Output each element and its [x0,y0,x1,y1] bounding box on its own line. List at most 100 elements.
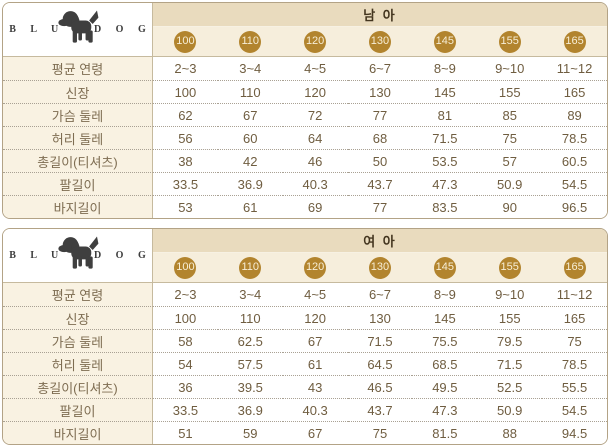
value-cell: 110 [217,306,283,329]
value-cell: 36.9 [217,172,283,195]
value-cell: 68.5 [412,352,478,375]
row-label-cell: 팔길이 [3,172,153,195]
value-cell: 43 [282,375,348,398]
value-cell: 46.5 [347,375,413,398]
value-cell: 83.5 [412,195,478,218]
value-cell: 59 [217,421,283,444]
value-cell: 54.5 [542,398,607,421]
value-cell: 2~3 [153,57,218,80]
value-cell: 68 [347,126,413,149]
value-cell: 79.5 [477,329,543,352]
value-cell: 53 [153,195,218,218]
value-cell: 75 [542,329,607,352]
value-cell: 100 [153,80,218,103]
value-cell: 67 [282,421,348,444]
value-cell: 77 [347,103,413,126]
size-header-cell: 120 [282,27,348,57]
value-cell: 110 [217,80,283,103]
value-cell: 47.3 [412,398,478,421]
value-cell: 4~5 [282,283,348,306]
row-label-cell: 바지길이 [3,195,153,218]
value-cell: 90 [477,195,543,218]
size-badge: 145 [433,256,456,279]
size-header-cell: 100 [153,253,218,283]
value-cell: 6~7 [347,283,413,306]
value-cell: 67 [217,103,283,126]
value-cell: 8~9 [412,283,478,306]
size-header-cell: 120 [282,253,348,283]
value-cell: 50 [347,149,413,172]
value-cell: 64.5 [347,352,413,375]
dog-logo-icon [57,9,98,43]
value-cell: 75 [347,421,413,444]
value-cell: 78.5 [542,126,607,149]
size-badge: 155 [498,30,521,53]
value-cell: 56 [153,126,218,149]
size-header-cell: 110 [217,253,283,283]
value-cell: 36 [153,375,218,398]
brand-logo: B L U E D O G [3,229,153,283]
value-cell: 43.7 [347,172,413,195]
row-label-cell: 평균 연령 [3,57,153,80]
value-cell: 6~7 [347,57,413,80]
size-header-cell: 130 [347,27,413,57]
value-cell: 61 [282,352,348,375]
value-cell: 120 [282,306,348,329]
value-cell: 75.5 [412,329,478,352]
value-cell: 71.5 [412,126,478,149]
value-cell: 78.5 [542,352,607,375]
value-cell: 71.5 [477,352,543,375]
row-label-cell: 가슴 둘레 [3,329,153,352]
value-cell: 55.5 [542,375,607,398]
value-cell: 3~4 [217,57,283,80]
size-badge: 130 [368,256,391,279]
value-cell: 145 [412,80,478,103]
value-cell: 11~12 [542,57,607,80]
table-title-girls: 여 아 [153,229,607,253]
value-cell: 46 [282,149,348,172]
size-badge: 110 [239,256,262,279]
dog-logo-icon [57,235,98,269]
value-cell: 49.5 [412,375,478,398]
value-cell: 42 [217,149,283,172]
value-cell: 57 [477,149,543,172]
row-label-cell: 바지길이 [3,421,153,444]
value-cell: 4~5 [282,57,348,80]
value-cell: 50.9 [477,172,543,195]
value-cell: 36.9 [217,398,283,421]
value-cell: 165 [542,306,607,329]
value-cell: 40.3 [282,172,348,195]
value-cell: 88 [477,421,543,444]
row-label-cell: 허리 둘레 [3,352,153,375]
value-cell: 9~10 [477,283,543,306]
value-cell: 39.5 [217,375,283,398]
value-cell: 64 [282,126,348,149]
girls-size-table: B L U E D O G 여 아 100110120130145155165평… [2,228,608,445]
value-cell: 71.5 [347,329,413,352]
value-cell: 145 [412,306,478,329]
table-title-boys: 남 아 [153,3,607,27]
value-cell: 58 [153,329,218,352]
row-label-cell: 평균 연령 [3,283,153,306]
size-badge: 120 [304,30,327,53]
size-header-cell: 165 [542,253,607,283]
brand-logo: B L U E D O G [3,3,153,57]
size-header-cell: 165 [542,27,607,57]
value-cell: 52.5 [477,375,543,398]
value-cell: 9~10 [477,57,543,80]
value-cell: 47.3 [412,172,478,195]
value-cell: 62.5 [217,329,283,352]
value-cell: 54.5 [542,172,607,195]
size-header-cell: 130 [347,253,413,283]
value-cell: 38 [153,149,218,172]
value-cell: 81 [412,103,478,126]
size-header-cell: 100 [153,27,218,57]
row-label-cell: 신장 [3,306,153,329]
value-cell: 3~4 [217,283,283,306]
value-cell: 54 [153,352,218,375]
row-label-cell: 총길이(티셔츠) [3,375,153,398]
value-cell: 72 [282,103,348,126]
value-cell: 60.5 [542,149,607,172]
value-cell: 69 [282,195,348,218]
